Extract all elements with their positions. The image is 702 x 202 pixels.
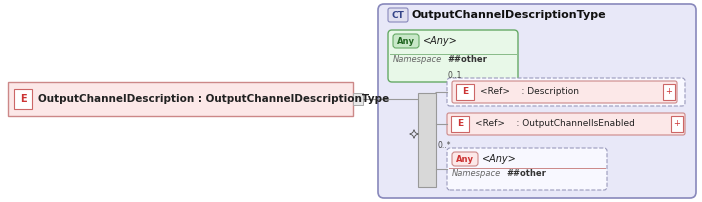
FancyBboxPatch shape	[388, 30, 518, 82]
Bar	[418, 93, 436, 187]
Text: <Ref>    : Description: <Ref> : Description	[480, 87, 579, 97]
Bar	[8, 82, 353, 116]
Text: 0..*: 0..*	[437, 141, 451, 150]
Text: Namespace: Namespace	[452, 169, 501, 179]
Text: 0..1: 0..1	[447, 72, 461, 81]
Text: CT: CT	[392, 11, 404, 20]
Bar	[14, 89, 32, 109]
Text: OutputChannelDescriptionType: OutputChannelDescriptionType	[412, 10, 607, 20]
Text: +: +	[665, 87, 673, 97]
FancyBboxPatch shape	[388, 8, 408, 22]
Text: <Any>: <Any>	[482, 154, 517, 164]
Text: +: +	[673, 120, 680, 128]
Text: Namespace: Namespace	[393, 56, 442, 64]
Text: E: E	[462, 87, 468, 97]
Text: ##other: ##other	[447, 56, 487, 64]
FancyBboxPatch shape	[447, 113, 685, 135]
FancyBboxPatch shape	[447, 78, 685, 106]
Bar	[671, 116, 683, 132]
Text: E: E	[457, 120, 463, 128]
Bar	[663, 84, 675, 100]
Bar	[451, 116, 469, 132]
FancyBboxPatch shape	[452, 81, 677, 103]
Bar	[353, 93, 363, 105]
FancyBboxPatch shape	[447, 148, 607, 190]
FancyBboxPatch shape	[378, 4, 696, 198]
FancyBboxPatch shape	[452, 152, 478, 166]
Text: Any: Any	[397, 37, 415, 45]
Text: <Ref>    : OutputChannelIsEnabled: <Ref> : OutputChannelIsEnabled	[475, 120, 635, 128]
Text: E: E	[20, 94, 26, 104]
Text: Any: Any	[456, 155, 474, 163]
Text: OutputChannelDescription : OutputChannelDescriptionType: OutputChannelDescription : OutputChannel…	[38, 94, 389, 104]
Bar	[456, 84, 474, 100]
Text: ##other: ##other	[506, 169, 546, 179]
Text: <Any>: <Any>	[423, 36, 458, 46]
FancyBboxPatch shape	[393, 34, 419, 48]
